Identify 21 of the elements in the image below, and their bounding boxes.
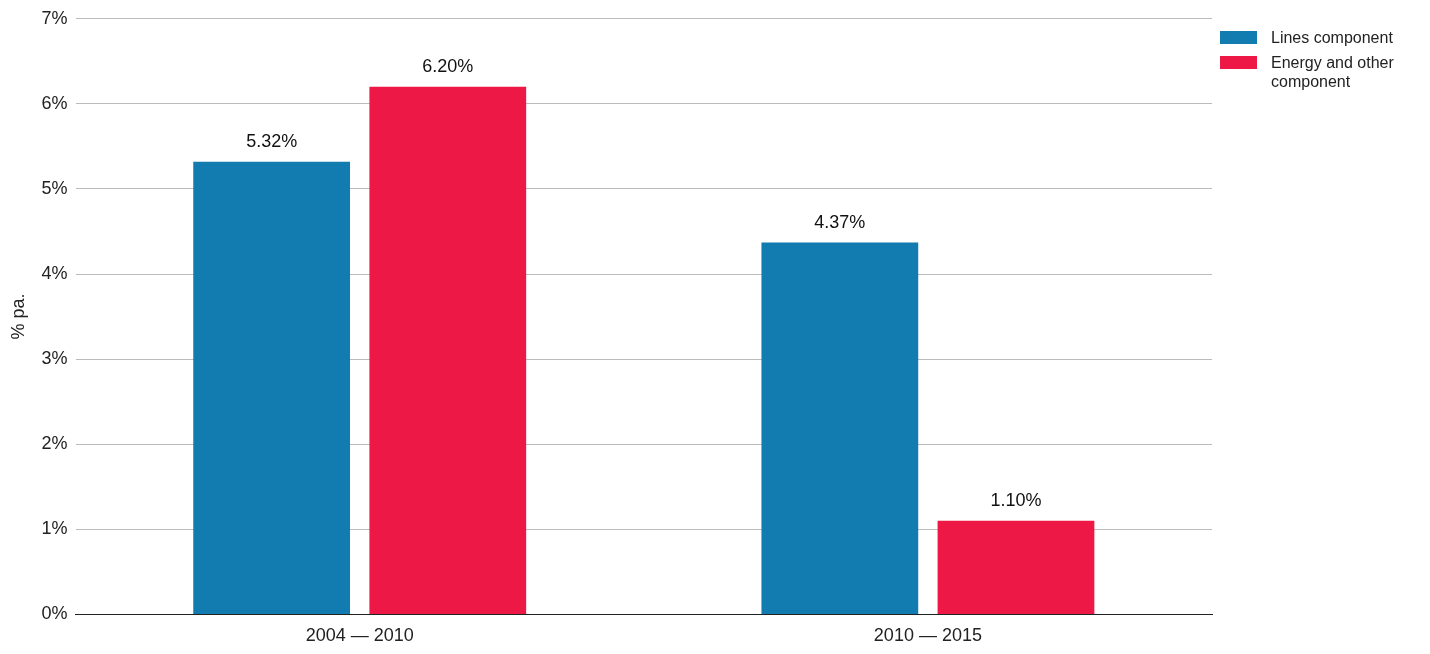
data-label: 1.10% xyxy=(990,489,1042,510)
y-tick-label: 5% xyxy=(41,177,68,198)
y-tick-label: 3% xyxy=(41,348,68,369)
bar xyxy=(193,161,351,614)
data-label: 4.37% xyxy=(814,211,866,232)
y-tick-label: 2% xyxy=(41,433,68,454)
bar xyxy=(369,86,527,614)
data-label: 6.20% xyxy=(422,55,474,76)
bar xyxy=(761,242,919,614)
x-tick-label: 2004 — 2010 xyxy=(305,625,414,646)
y-axis-title: % pa. xyxy=(7,293,28,340)
y-tick-label: 4% xyxy=(41,263,68,284)
y-tick-label: 6% xyxy=(41,92,68,113)
legend-label: Energy and other component xyxy=(1271,53,1395,91)
y-tick-label: 7% xyxy=(41,7,68,28)
data-label: 5.32% xyxy=(246,130,298,151)
y-tick-label: 1% xyxy=(41,518,68,539)
y-tick-label: 0% xyxy=(41,603,68,624)
x-tick-label: 2010 — 2015 xyxy=(873,625,982,646)
bar xyxy=(937,520,1095,614)
legend-label: Lines component xyxy=(1271,28,1393,47)
